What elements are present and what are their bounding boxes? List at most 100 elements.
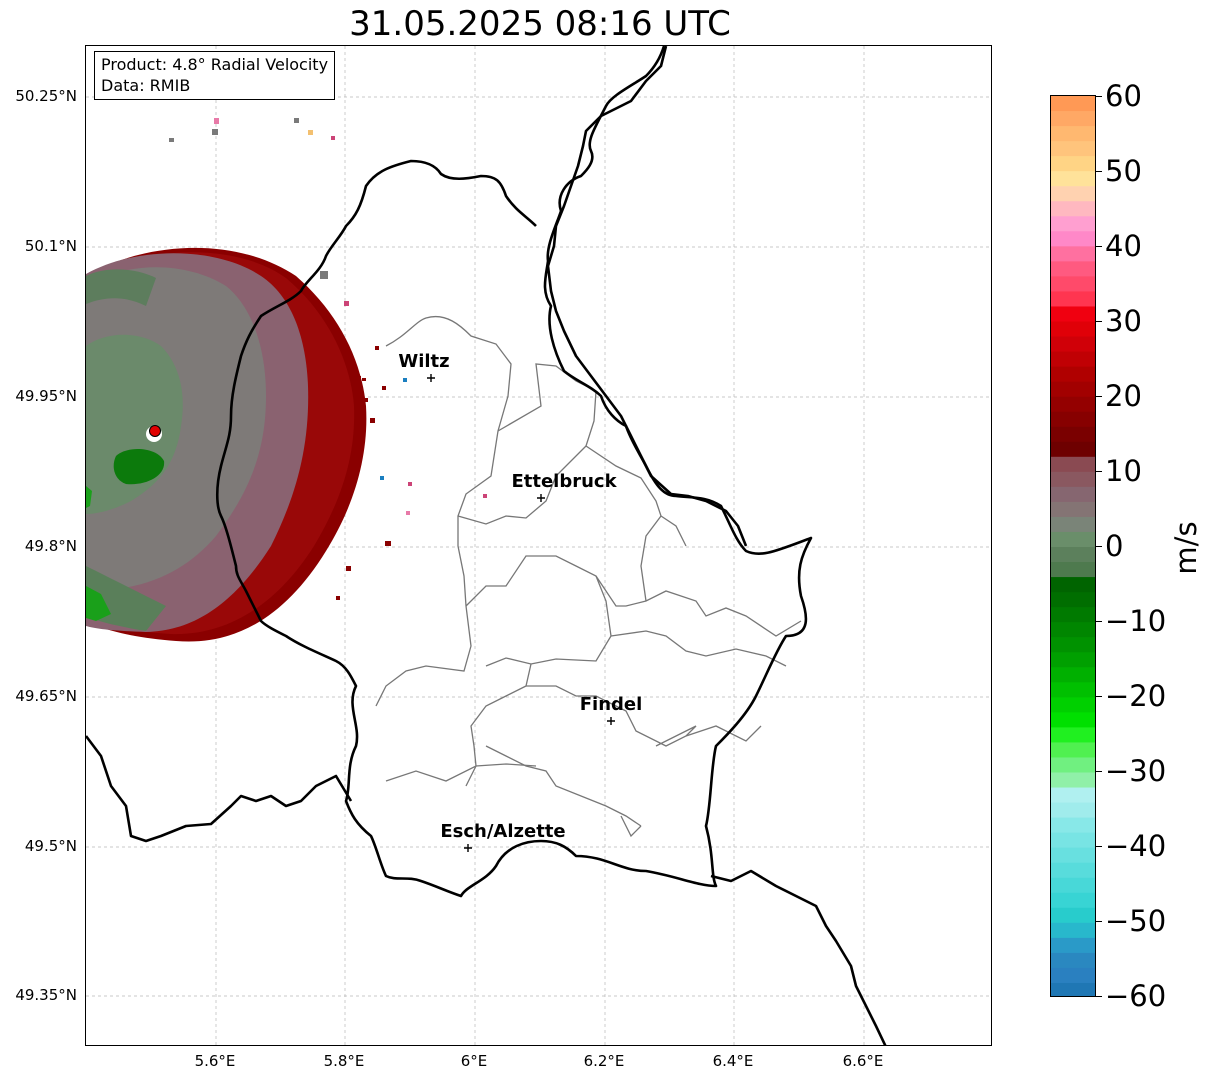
lat-tick-label: 49.5°N (24, 837, 77, 855)
colorbar-band (1051, 516, 1095, 533)
plus-marker-icon (464, 844, 472, 852)
colorbar-band (1051, 276, 1095, 293)
colorbar-tick-label: −10 (1105, 604, 1167, 638)
colorbar-tick-mark (1096, 621, 1102, 622)
product-info-box: Product: 4.8° Radial Velocity Data: RMIB (94, 51, 336, 100)
colorbar-band (1051, 982, 1095, 996)
lon-tick-label: 5.6°E (194, 1052, 236, 1070)
colorbar-band (1051, 201, 1095, 217)
plus-marker-icon (427, 374, 435, 382)
colorbar-tick-label: 40 (1105, 229, 1142, 263)
colorbar-band (1051, 742, 1095, 759)
colorbar-band (1051, 862, 1095, 879)
colorbar-band (1051, 486, 1095, 503)
colorbar-tick-label: −60 (1105, 979, 1167, 1013)
colorbar-band (1051, 847, 1095, 864)
national-borders (86, 46, 887, 1045)
colorbar-tick-mark (1096, 546, 1102, 547)
colorbar-band (1051, 652, 1095, 668)
lon-tick-label: 6.2°E (583, 1052, 625, 1070)
radar-site-icon (149, 425, 161, 437)
colorbar-tick-mark (1096, 921, 1102, 922)
colorbar-band (1051, 501, 1095, 518)
lat-tick-label: 49.65°N (15, 687, 77, 705)
lat-tick-label: 49.8°N (24, 537, 77, 555)
colorbar-tick-mark (1096, 846, 1102, 847)
colorbar-tick-label: 0 (1105, 529, 1124, 563)
colorbar-band (1051, 231, 1095, 247)
colorbar-band (1051, 697, 1095, 713)
lon-tick-label: 5.8°E (323, 1052, 365, 1070)
colorbar-band (1051, 306, 1095, 323)
colorbar-band (1051, 832, 1095, 849)
plus-marker-icon (537, 494, 545, 502)
colorbar-tick-label: 60 (1105, 79, 1142, 113)
colorbar-band (1051, 411, 1095, 428)
colorbar-band (1051, 456, 1095, 473)
colorbar-band (1051, 562, 1095, 578)
colorbar-tick-label: 50 (1105, 154, 1142, 188)
colorbar-band (1051, 111, 1095, 127)
colorbar-band (1051, 727, 1095, 744)
colorbar-band (1051, 817, 1095, 834)
colorbar-band (1051, 366, 1095, 383)
colorbar-band (1051, 787, 1095, 804)
colorbar-tick-mark (1096, 696, 1102, 697)
colorbar-band (1051, 547, 1095, 563)
colorbar-tick-mark (1096, 471, 1102, 472)
radar-map (86, 46, 991, 1045)
colorbar-band (1051, 336, 1095, 353)
colorbar-band (1051, 757, 1095, 774)
colorbar-band (1051, 952, 1095, 969)
colorbar-tick-label: 20 (1105, 379, 1142, 413)
colorbar-tick-mark (1096, 96, 1102, 97)
city-label-esch-alzette: Esch/Alzette (440, 821, 566, 842)
colorbar-band (1051, 607, 1095, 623)
colorbar-gradient (1051, 96, 1095, 996)
colorbar-band (1051, 126, 1095, 142)
colorbar-band (1051, 426, 1095, 443)
colorbar-tick-mark (1096, 246, 1102, 247)
colorbar-band (1051, 937, 1095, 954)
colorbar-band (1051, 667, 1095, 683)
lon-tick-label: 6°E (460, 1052, 488, 1070)
data-source-label: Data: RMIB (101, 76, 191, 95)
colorbar-tick-label: −40 (1105, 829, 1167, 863)
colorbar-tick-label: −20 (1105, 679, 1167, 713)
colorbar-band (1051, 246, 1095, 262)
colorbar-band (1051, 531, 1095, 548)
colorbar-band (1051, 171, 1095, 187)
colorbar-band (1051, 592, 1095, 608)
colorbar-tick-mark (1096, 321, 1102, 322)
lon-tick-label: 6.4°E (712, 1052, 754, 1070)
colorbar-band (1051, 967, 1095, 984)
colorbar-band (1051, 892, 1095, 909)
radar-echo (86, 118, 487, 642)
map-panel (85, 45, 992, 1046)
colorbar-band (1051, 772, 1095, 789)
colorbar-band (1051, 186, 1095, 202)
lat-tick-label: 49.35°N (15, 986, 77, 1004)
colorbar-band (1051, 141, 1095, 157)
colorbar-band (1051, 261, 1095, 277)
colorbar-tick-mark (1096, 171, 1102, 172)
colorbar-tick-mark (1096, 771, 1102, 772)
colorbar-band (1051, 877, 1095, 894)
colorbar-band (1051, 802, 1095, 819)
colorbar-band (1051, 291, 1095, 308)
colorbar-tick-label: 30 (1105, 304, 1142, 338)
map-title: 31.05.2025 08:16 UTC (349, 4, 731, 44)
colorbar-band (1051, 637, 1095, 653)
colorbar-band (1051, 96, 1095, 112)
colorbar-band (1051, 471, 1095, 488)
colorbar-band (1051, 381, 1095, 398)
plus-marker-icon (607, 717, 615, 725)
lat-tick-label: 49.95°N (15, 387, 77, 405)
colorbar-unit-label: m/s (1169, 521, 1203, 575)
colorbar-tick-label: −30 (1105, 754, 1167, 788)
canton-boundaries (375, 315, 802, 838)
colorbar-band (1051, 441, 1095, 458)
colorbar-band (1051, 682, 1095, 698)
colorbar-band (1051, 396, 1095, 413)
product-label: Product: 4.8° Radial Velocity (101, 55, 329, 74)
